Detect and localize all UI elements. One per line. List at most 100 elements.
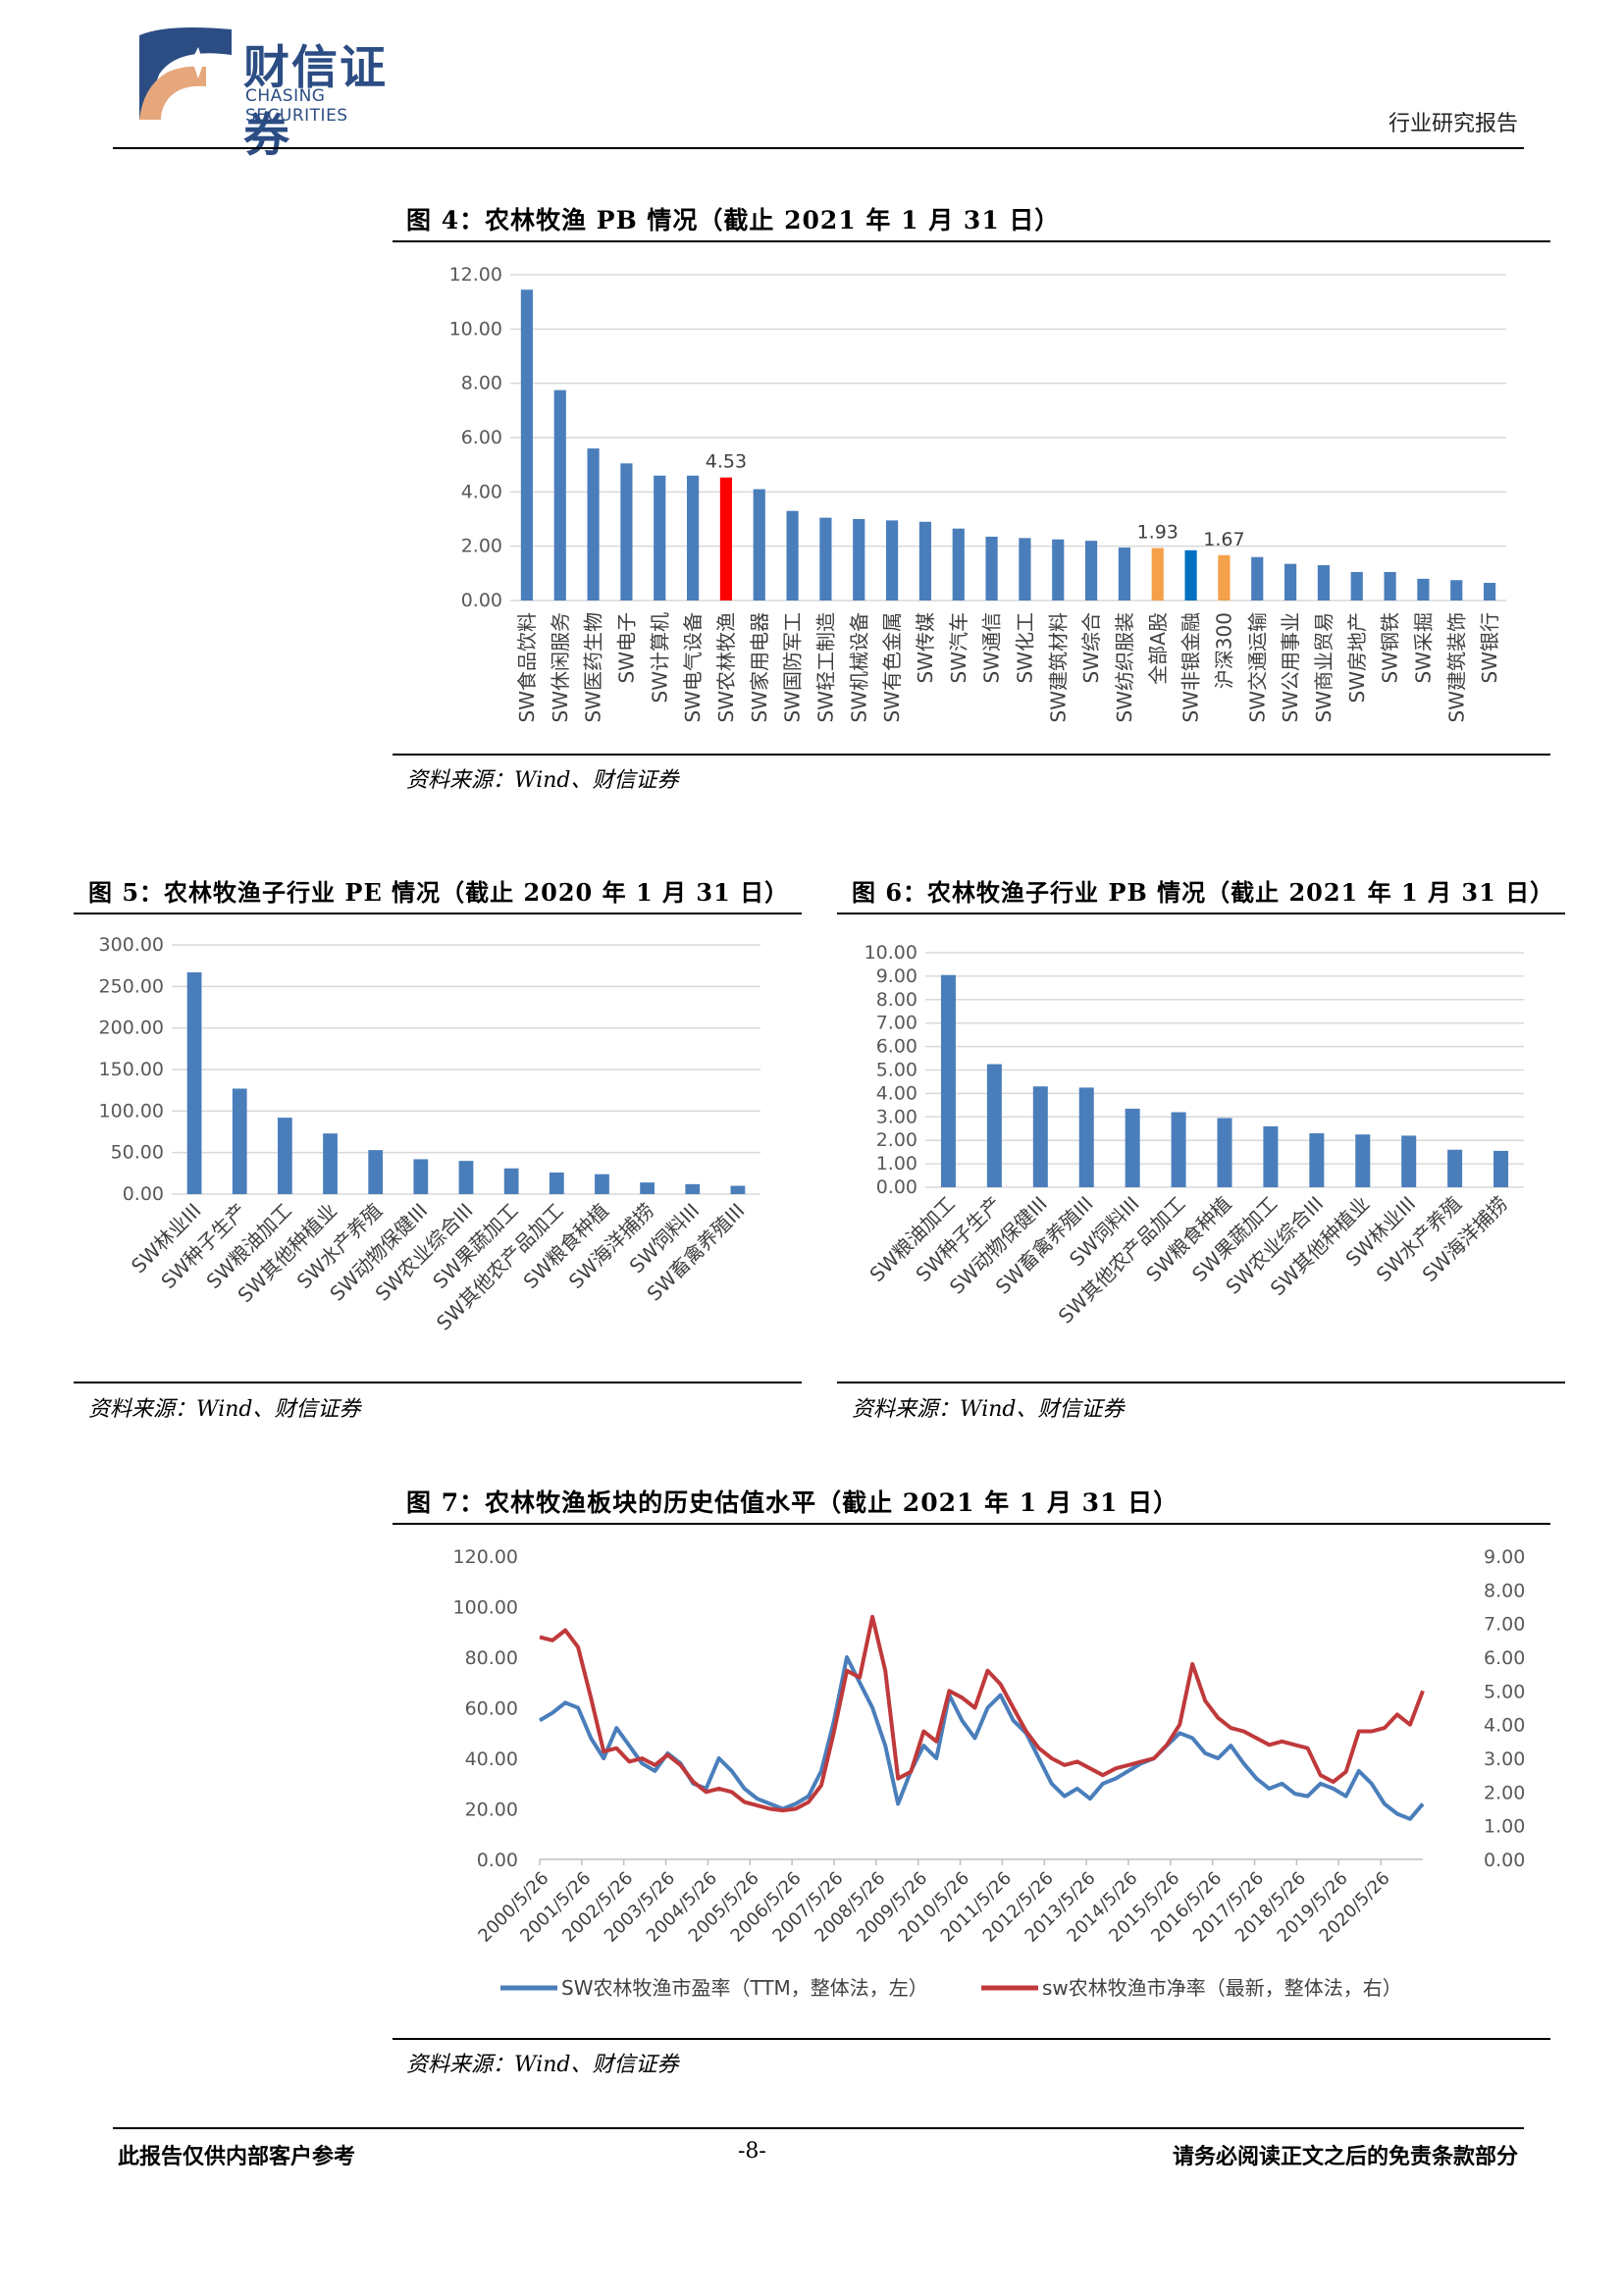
fig5-bar [549, 1172, 564, 1194]
fig7-right-ytick-label: 9.00 [1484, 1546, 1525, 1568]
fig7-right-ytick-label: 4.00 [1484, 1715, 1525, 1737]
fig4-data-label: 1.93 [1137, 522, 1179, 544]
fig4-bar [1450, 580, 1463, 600]
fig4-category-label: SW化工 [1013, 612, 1036, 683]
fig4-category-label: SW钢铁 [1379, 612, 1402, 683]
fig6-bar [940, 974, 956, 1187]
fig4-ytick-label: 12.00 [449, 264, 502, 286]
fig6-bar [986, 1064, 1002, 1187]
fig7-legend-pb-label: sw农林牧渔市净率（最新，整体法，右） [1042, 1976, 1402, 2000]
fig5-bar [640, 1182, 655, 1194]
fig4-category-label: SW传媒 [914, 612, 937, 683]
fig6-bar [1263, 1125, 1279, 1187]
fig7-left-ytick-label: 80.00 [465, 1647, 518, 1669]
fig4-category-label: SW建筑装饰 [1444, 612, 1468, 722]
fig7-legend-pe-label: SW农林牧渔市盈率（TTM，整体法，左） [561, 1976, 928, 2000]
fig4-bar [786, 510, 799, 600]
fig4-bar [1019, 538, 1031, 600]
fig4-source: 资料来源：Wind、财信证券 [406, 768, 679, 793]
fig6-bar [1401, 1135, 1417, 1187]
fig6-bar [1125, 1108, 1140, 1187]
fig4-bar [1151, 548, 1164, 600]
fig6-bar [1032, 1086, 1048, 1187]
fig4-bar [1483, 583, 1496, 600]
fig7-right-ytick-label: 6.00 [1484, 1647, 1525, 1669]
fig4-bar [952, 528, 965, 600]
fig4-bar [1417, 578, 1430, 600]
fig4-category-label: SW采掘 [1411, 612, 1435, 683]
fig6-title: 图 6：农林牧渔子行业 PB 情况（截止 2021 年 1 月 31 日） [852, 878, 1555, 907]
fig4-ytick-label: 8.00 [461, 373, 502, 394]
fig4-bar [520, 289, 534, 600]
fig4-category-label: SW交通运输 [1245, 612, 1269, 722]
fig6-source: 资料来源：Wind、财信证券 [852, 1397, 1125, 1422]
fig6-bar [1217, 1118, 1232, 1187]
fig7-left-ytick-label: 60.00 [465, 1698, 518, 1720]
fig4-data-label: 1.67 [1203, 529, 1244, 550]
fig4-bar [1218, 554, 1231, 600]
fig7-left-ytick-label: 100.00 [453, 1597, 518, 1619]
fig5-bar [368, 1150, 384, 1194]
fig4-bar [620, 463, 633, 600]
fig4-category-label: SW医药生物 [582, 612, 605, 722]
fig5-ytick-label: 200.00 [99, 1018, 164, 1039]
fig6-ytick-label: 5.00 [876, 1060, 917, 1081]
fig4-category-label: SW建筑材料 [1046, 612, 1070, 722]
fig4-data-label: 4.53 [706, 451, 747, 473]
fig6-ytick-label: 7.00 [876, 1013, 917, 1034]
fig4-category-label: SW房地产 [1345, 612, 1369, 703]
fig6-top-rule [837, 913, 1565, 914]
fig5-title: 图 5：农林牧渔子行业 PE 情况（截止 2020 年 1 月 31 日） [88, 878, 790, 907]
fig7-top-rule [393, 1523, 1550, 1525]
fig7-left-ytick-label: 0.00 [477, 1850, 518, 1871]
fig6-ytick-label: 2.00 [876, 1129, 917, 1151]
fig4-bar [553, 390, 566, 600]
fig4-category-label: SW计算机 [648, 612, 671, 703]
fig4-category-label: SW食品饮料 [515, 612, 539, 722]
fig4-bar [1052, 539, 1065, 600]
footer-disclaimer: 此报告仅供内部客户参考 [118, 2144, 356, 2169]
fig5-bar [323, 1133, 338, 1194]
fig6-ytick-label: 6.00 [876, 1036, 917, 1058]
fig4-ytick-label: 10.00 [449, 318, 502, 339]
fig6-bar [1078, 1087, 1094, 1187]
fig7-right-ytick-label: 2.00 [1484, 1782, 1525, 1803]
fig4-title: 图 4：农林牧渔 PB 情况（截止 2021 年 1 月 31 日） [406, 206, 1061, 235]
fig7-right-ytick-label: 8.00 [1484, 1580, 1525, 1601]
page-number: -8- [738, 2139, 766, 2164]
fig5-bar [232, 1088, 247, 1194]
fig4-bar [753, 489, 765, 600]
fig4-category-label: SW汽车 [947, 612, 970, 683]
fig7-right-ytick-label: 3.00 [1484, 1748, 1525, 1770]
fig4-category-label: SW农林牧渔 [714, 612, 738, 722]
fig6-bottom-rule [837, 1382, 1565, 1383]
fig4-bar [1384, 571, 1396, 600]
fig7-left-ytick-label: 120.00 [453, 1546, 518, 1568]
fig7-pe-series-line [538, 1655, 1425, 1821]
fig4-category-label: SW纺织服装 [1113, 612, 1136, 722]
fig4-bottom-rule [393, 754, 1550, 756]
fig7-chart: 0.00 20.00 40.00 60.00 80.00 100.00 120.00 0.00… [453, 1546, 1526, 2000]
fig4-top-rule [393, 240, 1550, 242]
fig5-top-rule [74, 913, 802, 914]
fig4-category-label: SW银行 [1478, 612, 1501, 683]
fig5-bar [503, 1168, 519, 1194]
fig4-bar [1084, 541, 1098, 600]
fig6-bar [1355, 1134, 1371, 1187]
logo-chinese-name: 财信证券 [243, 41, 388, 163]
fig4-bar [1350, 571, 1363, 600]
fig6-chart: 0.001.002.003.004.005.006.007.008.009.00… [864, 942, 1524, 1329]
fig5-chart: 0.0050.00100.00150.00200.00250.00300.00S… [99, 934, 760, 1335]
fig4-category-label: SW休闲服务 [549, 612, 572, 722]
fig4-bar [1283, 563, 1297, 600]
fig6-ytick-label: 3.00 [876, 1106, 917, 1127]
fig7-right-ytick-label: 1.00 [1484, 1816, 1525, 1838]
fig5-ytick-label: 50.00 [111, 1142, 164, 1164]
fig7-pb-series-line [539, 1614, 1425, 1813]
company-logo: 财信证券 CHASING SECURITIES [137, 26, 432, 163]
fig6-ytick-label: 10.00 [864, 942, 917, 964]
fig4-category-label: SW综合 [1079, 612, 1103, 683]
fig4-category-label: SW电气设备 [681, 612, 705, 722]
fig6-bar [1171, 1112, 1186, 1187]
fig6-ytick-label: 9.00 [876, 965, 917, 987]
